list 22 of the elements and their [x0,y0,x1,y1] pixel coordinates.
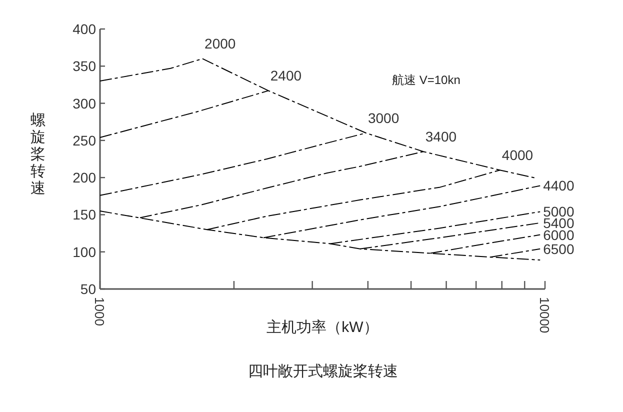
y-tick-label: 50 [80,281,96,297]
x-axis-title: 主机功率（kW） [266,319,378,336]
series-label: 2400 [270,68,302,84]
y-axis-title: 螺旋桨转速 [30,112,46,197]
series-label: 3000 [368,110,400,126]
series-label: 6500 [543,240,574,257]
series-label: 4000 [502,147,534,164]
y-tick-label: 200 [72,170,96,186]
series-label: 3400 [425,128,457,145]
series-label: 2000 [204,36,236,52]
y-tick-label: 400 [72,21,96,37]
y-tick-label: 150 [72,206,96,223]
series-label: 4400 [543,178,574,194]
y-tick-label: 100 [72,244,96,260]
text: 四叶敞开式螺旋桨转速 [248,363,398,380]
annotation: 航速 V=10kn [392,73,460,87]
y-tick-label: 300 [72,95,96,112]
series-label: 6000 [543,226,574,243]
y-tick-label: 250 [72,132,96,148]
x-tick-label: 1000 [92,297,107,326]
x-tick-label: 10000 [537,297,552,334]
y-tick-label: 350 [72,58,96,74]
